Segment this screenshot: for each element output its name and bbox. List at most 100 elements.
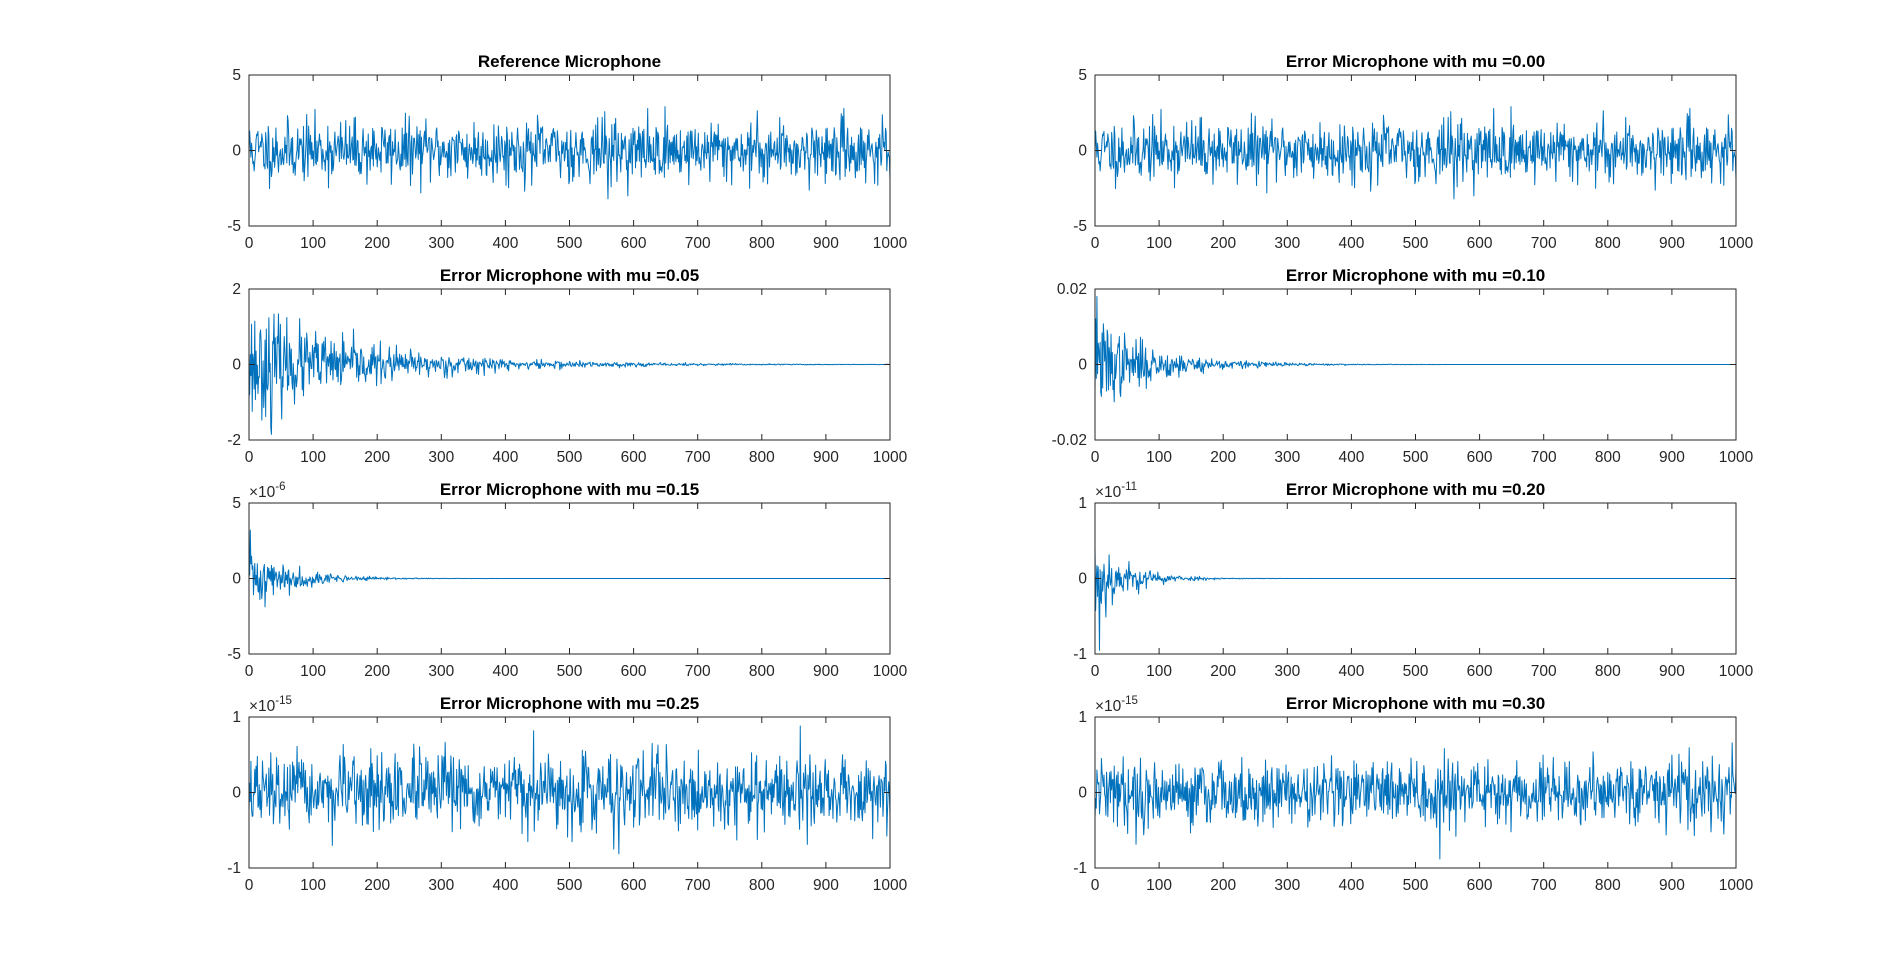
x-tick-label: 700 [1531, 235, 1557, 252]
signal-line [1095, 106, 1736, 200]
x-tick-label: 400 [492, 877, 518, 894]
y-tick-label: 0 [232, 785, 241, 802]
subplot-8: 0 100 200 300 400 500 600 700 800 900 1000-101×10-… [1073, 694, 1753, 894]
x-tick-label: 100 [1146, 877, 1172, 894]
x-tick-label: 200 [1210, 663, 1236, 680]
x-tick-label: 1000 [1719, 877, 1754, 894]
x-tick-label: 700 [685, 449, 711, 466]
subplot-title: Error Microphone with mu =0.10 [1286, 266, 1545, 285]
x-tick-label: 0 [1091, 235, 1100, 252]
x-tick-label: 500 [1403, 235, 1429, 252]
x-tick-label: 600 [1467, 449, 1493, 466]
x-tick-label: 800 [749, 663, 775, 680]
subplot-title: Error Microphone with mu =0.05 [440, 266, 699, 285]
x-tick-label: 200 [1210, 235, 1236, 252]
x-tick-label: 200 [364, 877, 390, 894]
x-tick-label: 300 [428, 663, 454, 680]
x-tick-label: 300 [428, 235, 454, 252]
x-tick-label: 1000 [1719, 449, 1754, 466]
x-tick-label: 700 [1531, 877, 1557, 894]
x-tick-label: 1000 [873, 235, 908, 252]
x-tick-label: 800 [1595, 877, 1621, 894]
subplot-7: 0 100 200 300 400 500 600 700 800 900 1000-101×10-… [227, 694, 907, 894]
y-tick-label: 2 [232, 281, 241, 298]
subplot-2: 0 100 200 300 400 500 600 700 800 900 1000-505Erro… [1073, 52, 1753, 252]
x-tick-label: 700 [1531, 449, 1557, 466]
x-tick-label: 900 [813, 663, 839, 680]
y-tick-label: -2 [227, 432, 241, 449]
x-tick-label: 100 [300, 877, 326, 894]
y-tick-label: 1 [232, 709, 241, 726]
y-tick-label: -5 [227, 218, 241, 235]
x-tick-label: 0 [245, 663, 254, 680]
y-exponent-label: ×10-15 [249, 695, 292, 715]
x-tick-label: 900 [813, 877, 839, 894]
x-tick-label: 100 [1146, 235, 1172, 252]
x-tick-label: 800 [749, 449, 775, 466]
y-exponent-label: ×10-15 [1095, 695, 1138, 715]
x-tick-label: 600 [1467, 663, 1493, 680]
subplot-title: Error Microphone with mu =0.25 [440, 694, 699, 713]
y-tick-label: 0 [232, 143, 241, 160]
y-tick-label: 0 [232, 357, 241, 374]
x-tick-label: 100 [1146, 663, 1172, 680]
signal-line [249, 106, 890, 200]
x-tick-label: 1000 [1719, 663, 1754, 680]
x-tick-label: 600 [621, 235, 647, 252]
y-tick-label: 5 [1078, 67, 1087, 84]
x-tick-label: 400 [1338, 877, 1364, 894]
x-tick-label: 500 [557, 877, 583, 894]
subplot-title: Error Microphone with mu =0.15 [440, 480, 699, 499]
subplot-4: 0 100 200 300 400 500 600 700 800 900 1000-0.0200.… [1052, 266, 1754, 466]
y-tick-label: -0.02 [1052, 432, 1087, 449]
y-tick-label: -1 [1073, 860, 1087, 877]
x-tick-label: 800 [749, 877, 775, 894]
y-tick-label: 5 [232, 67, 241, 84]
y-tick-label: 0 [1078, 143, 1087, 160]
signal-line [249, 725, 890, 855]
subplot-title: Error Microphone with mu =0.00 [1286, 52, 1545, 71]
y-tick-label: -1 [1073, 646, 1087, 663]
subplot-6: 0 100 200 300 400 500 600 700 800 900 1000-101×10-… [1073, 480, 1753, 680]
x-tick-label: 800 [1595, 449, 1621, 466]
x-tick-label: 300 [428, 449, 454, 466]
x-tick-label: 800 [1595, 663, 1621, 680]
x-tick-label: 900 [1659, 449, 1685, 466]
subplot-5: 0 100 200 300 400 500 600 700 800 900 1000-505×10-… [227, 480, 907, 680]
x-tick-label: 300 [1274, 663, 1300, 680]
subplot-title: Error Microphone with mu =0.20 [1286, 480, 1545, 499]
x-tick-label: 100 [300, 663, 326, 680]
x-tick-label: 500 [557, 449, 583, 466]
x-tick-label: 600 [621, 663, 647, 680]
signal-line [1095, 546, 1736, 651]
x-tick-label: 900 [1659, 235, 1685, 252]
signal-line [1095, 296, 1736, 403]
x-tick-label: 500 [1403, 877, 1429, 894]
signal-line [249, 313, 890, 435]
x-tick-label: 0 [245, 235, 254, 252]
x-tick-label: 500 [1403, 449, 1429, 466]
x-tick-label: 200 [1210, 877, 1236, 894]
signal-line [249, 529, 890, 608]
y-tick-label: 0 [1078, 571, 1087, 588]
x-tick-label: 1000 [873, 449, 908, 466]
x-tick-label: 0 [1091, 877, 1100, 894]
x-tick-label: 700 [685, 663, 711, 680]
x-tick-label: 700 [685, 877, 711, 894]
y-tick-label: 1 [1078, 495, 1087, 512]
x-tick-label: 600 [621, 877, 647, 894]
x-tick-label: 600 [621, 449, 647, 466]
y-tick-label: -1 [227, 860, 241, 877]
x-tick-label: 500 [557, 235, 583, 252]
x-tick-label: 500 [1403, 663, 1429, 680]
y-tick-label: 5 [232, 495, 241, 512]
y-tick-label: 0 [1078, 357, 1087, 374]
y-tick-label: 0 [1078, 785, 1087, 802]
x-tick-label: 800 [749, 235, 775, 252]
x-tick-label: 900 [813, 449, 839, 466]
x-tick-label: 0 [1091, 449, 1100, 466]
y-exponent-label: ×10-6 [249, 481, 286, 501]
subplot-title: Error Microphone with mu =0.30 [1286, 694, 1545, 713]
x-tick-label: 1000 [873, 663, 908, 680]
